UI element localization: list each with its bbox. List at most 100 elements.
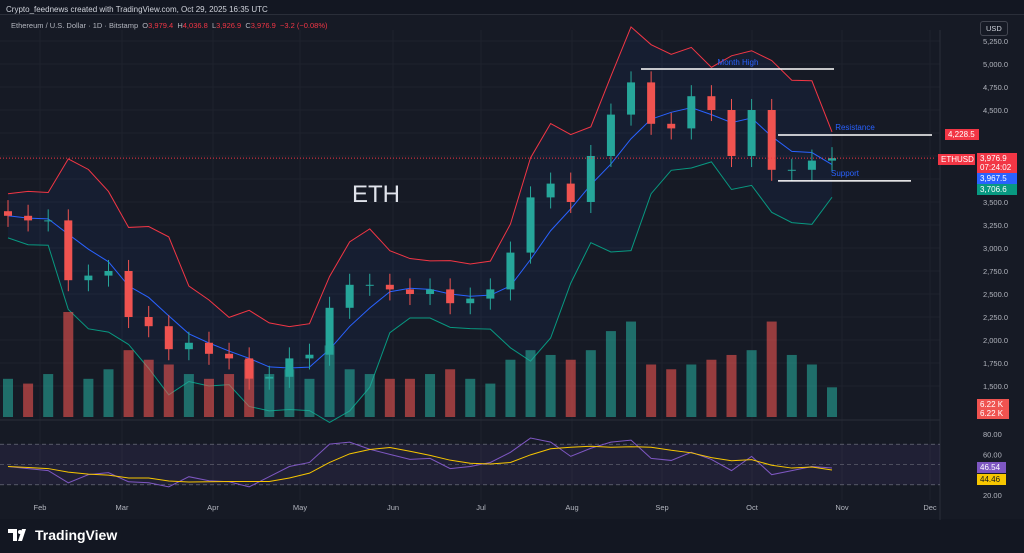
high-value: 4,036.8 — [182, 21, 208, 30]
volume-bar — [626, 321, 637, 417]
candle-body — [405, 289, 414, 294]
candle-body — [747, 110, 756, 156]
candle-body — [787, 169, 796, 171]
candle-body — [285, 358, 294, 377]
open-value: 3,979.4 — [148, 21, 174, 30]
price-tick-label: 1,500.0 — [983, 382, 1008, 391]
volume-bar — [485, 383, 496, 417]
change-value: −3.2 (−0.08%) — [279, 21, 328, 30]
symbol-tag: ETHUSD — [938, 154, 975, 165]
tradingview-logo-icon — [8, 529, 26, 541]
volume-bar — [565, 359, 576, 417]
symbol-name: Ethereum / U.S. Dollar · 1D · Bitstamp — [11, 21, 139, 30]
price-tick-label: 5,000.0 — [983, 60, 1008, 69]
candle-body — [566, 183, 575, 202]
volume-bar — [726, 354, 737, 417]
x-tick-label: May — [293, 503, 307, 512]
candle-body — [265, 376, 274, 379]
close-value: 3,976.9 — [250, 21, 276, 30]
volume-bar — [103, 369, 114, 417]
volume-bar — [344, 369, 355, 417]
price-tick-label: 3,250.0 — [983, 221, 1008, 230]
price-tick-label: 2,250.0 — [983, 313, 1008, 322]
volume-bar — [605, 331, 616, 417]
candle-body — [767, 110, 776, 170]
volume-bar — [43, 374, 54, 417]
x-tick-label: Nov — [835, 503, 849, 512]
volume-bar — [505, 359, 516, 417]
candle-body — [687, 96, 696, 129]
volume-bar — [545, 354, 556, 417]
volume-bar — [706, 359, 717, 417]
candle-body — [164, 326, 173, 350]
candle-body — [606, 114, 615, 156]
candle-body — [486, 289, 495, 299]
bar-countdown: 07:24:02 — [980, 163, 1012, 172]
volume-bar — [23, 383, 34, 417]
x-tick-label: Jun — [387, 503, 399, 512]
price-tick-label: 2,500.0 — [983, 290, 1008, 299]
candle-body — [84, 275, 93, 281]
volume-bar — [425, 374, 436, 417]
candle-body — [828, 158, 836, 161]
resistance-price-tag: 4,228.5 — [945, 129, 979, 140]
candle-body — [184, 342, 193, 350]
candle-body — [4, 211, 12, 216]
rsi-ma-line — [7, 445, 833, 483]
x-tick-label: Sep — [655, 503, 668, 512]
candle-body — [385, 284, 394, 290]
candle-body — [245, 358, 254, 379]
last-price-tag: 3,976.9 07:24:02 — [977, 153, 1017, 173]
candle-body — [44, 220, 53, 222]
price-tick-label: 3,000.0 — [983, 244, 1008, 253]
volume-bar — [525, 350, 536, 417]
currency-button[interactable]: USD — [980, 21, 1008, 36]
x-tick-label: Mar — [116, 503, 129, 512]
tradingview-logo[interactable]: TradingView — [8, 527, 117, 543]
bollinger-upper-band — [7, 26, 833, 328]
lower-band-tag: 3,706.6 — [977, 184, 1017, 195]
candle-body — [446, 289, 455, 304]
candle-body — [305, 354, 314, 359]
volume-bar — [746, 350, 757, 417]
volume-bar — [203, 378, 214, 417]
volume-bar — [364, 374, 375, 417]
volume-bar — [646, 364, 657, 417]
last-price: 3,976.9 — [980, 154, 1007, 163]
volume-bar — [3, 378, 13, 417]
volume-bar — [63, 312, 74, 417]
rsi-tag: 46.54 — [977, 462, 1006, 473]
x-tick-label: Oct — [746, 503, 759, 512]
volume-bar — [384, 378, 395, 417]
candle-body — [204, 342, 213, 354]
candle-body — [64, 220, 73, 281]
volume-tag: 6.22 K 6.22 K — [977, 399, 1009, 419]
candle-body — [144, 317, 153, 327]
price-tick-label: 2,750.0 — [983, 267, 1008, 276]
candle-body — [466, 298, 475, 304]
candle-body — [546, 183, 555, 198]
basis-price-tag: 3,967.5 — [977, 173, 1017, 184]
x-tick-label: Aug — [565, 503, 578, 512]
candle-body — [365, 284, 374, 286]
candle-body — [124, 271, 133, 317]
volume-bar — [585, 350, 596, 417]
price-tick-label: 5,250.0 — [983, 37, 1008, 46]
candle-body — [707, 96, 716, 110]
volume-value: 6.22 K — [980, 400, 1004, 409]
candle-body — [104, 271, 113, 276]
low-value: 3,926.9 — [216, 21, 242, 30]
price-tick-label: 1,750.0 — [983, 359, 1008, 368]
volume-bar — [827, 387, 837, 417]
support-label: Support — [831, 169, 860, 178]
candle-body — [627, 82, 636, 115]
bollinger-fill — [8, 26, 832, 423]
candle-body — [24, 215, 33, 221]
price-tick-label: 3,500.0 — [983, 198, 1008, 207]
x-tick-label: Feb — [34, 503, 47, 512]
candle-body — [667, 123, 676, 129]
volume-ma-value: 6.22 K — [980, 409, 1004, 418]
volume-bar — [183, 374, 194, 417]
symbol-legend: Ethereum / U.S. Dollar · 1D · Bitstamp O… — [11, 21, 328, 30]
